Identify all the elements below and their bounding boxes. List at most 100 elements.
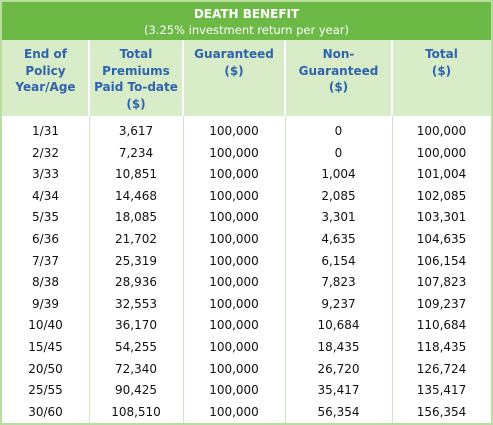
table-cell: 7/37 [32,253,59,268]
table-cell: 14,468 [115,188,157,203]
table-cell: 35,417 [317,383,360,398]
table-cell: 100,000 [209,253,259,268]
table-cell: 100,000 [209,188,259,203]
table-cell: 36,170 [115,318,157,333]
table-cell: 4,635 [321,232,356,246]
table-cell: 100,000 [209,361,259,376]
table-cell: 32,553 [115,296,157,311]
table-cell: 1/31 [32,124,59,138]
header-line: ($) [328,80,349,94]
header-line: Non- [322,47,355,61]
table-cell: 7,234 [118,145,154,160]
header-separator [391,40,393,116]
table-cell: 108,510 [111,404,161,419]
table-cell: 3/33 [32,167,59,182]
column-header-row: End of Policy Year/Age Total Premiums Paid To… [2,40,491,116]
header-line: Year/Age [15,80,76,94]
column-separator [285,116,286,423]
table-cell: 25,319 [115,253,157,268]
table-cell: 7,823 [321,275,356,290]
header-line: Guaranteed [194,47,274,61]
header-separator [284,40,286,116]
table-cell: 100,000 [209,318,259,333]
table-cell: 100,000 [209,145,259,160]
column-header: Guaranteed ($) [183,46,285,79]
table-cell: 5/35 [32,210,59,225]
header-line: ($) [431,63,452,78]
table-cell: 25/55 [28,383,63,398]
column-header: Non- Guaranteed ($) [285,46,392,96]
header-separator [88,40,90,116]
table-cell: 135,417 [416,383,467,398]
table-cell: 118,435 [416,340,467,354]
table-cell: 100,000 [416,145,467,160]
table-cell: 26,720 [317,361,360,376]
table-cell: 90,425 [115,383,157,398]
header-line: Policy [25,63,66,78]
table-cell: 3,617 [118,124,154,138]
table-cell: 72,340 [115,361,157,376]
table-title: DEATH BENEFIT [193,7,300,21]
table-cell: 126,724 [416,361,467,376]
table-cell: 6,154 [321,253,356,268]
table-cell: 100,000 [209,404,259,419]
table-cell: 3,301 [321,210,356,225]
table-cell: 21,702 [115,232,157,246]
table-cell: 100,000 [209,275,259,290]
column-separator [89,116,90,423]
table-cell: 110,684 [416,318,467,333]
table-cell: 18,085 [115,210,157,225]
header-line: End of [24,47,67,61]
table-cell: 28,936 [115,275,157,290]
table-cell: 9,237 [321,296,356,311]
table-subtitle: (3.25% investment return per year) [144,23,349,37]
table-cell: 8/38 [32,275,59,290]
column-header: End of Policy Year/Age [2,46,89,96]
table-cell: 100,000 [209,383,259,398]
column-separator [392,116,393,423]
table-cell: 54,255 [115,340,157,354]
table-cell: 6/36 [32,232,59,246]
column-separator [183,116,184,423]
table-cell: 2,085 [321,188,356,203]
table-cell: 2/32 [32,145,59,160]
table-cell: 102,085 [416,188,467,203]
table-cell: 10,684 [317,318,360,333]
table-cell: 10/40 [28,318,63,333]
table-cell: 1,004 [321,167,356,182]
header-line: Total [425,47,458,61]
table-cell: 20/50 [28,361,63,376]
table-cell: 15/45 [28,340,63,354]
table-cell: 9/39 [32,296,59,311]
table-cell: 101,004 [416,167,467,182]
column-header: Total Premiums Paid To-date ($) [89,46,183,112]
header-line: ($) [224,63,244,78]
table-cell: 156,354 [416,404,467,419]
table-cell: 100,000 [209,124,259,138]
table-cell: 0 [334,145,343,160]
header-line: Premiums [102,63,170,78]
table-cell: 18,435 [317,340,360,354]
column-header: Total ($) [392,46,491,79]
header-separator [182,40,184,116]
table-cell: 100,000 [416,124,467,138]
table-cell: 104,635 [416,232,467,246]
table-cell: 100,000 [209,296,259,311]
table-cell: 109,237 [416,296,467,311]
table-cell: 30/60 [28,404,63,419]
header-line: Paid To-date [94,80,178,94]
table-cell: 0 [334,124,343,138]
header-line: ($) [126,96,146,111]
table-cell: 100,000 [209,210,259,225]
table-cell: 4/34 [32,188,59,203]
title-bar: DEATH BENEFIT (3.25% investment return p… [2,2,491,40]
table-cell: 10,851 [115,167,157,182]
table-cell: 107,823 [416,275,467,290]
table-cell: 100,000 [209,167,259,182]
table-cell: 100,000 [209,340,259,354]
table-cell: 100,000 [209,232,259,246]
table-cell: 56,354 [317,404,360,419]
table-cell: 103,301 [416,210,467,225]
header-line: Guaranteed [298,63,379,78]
